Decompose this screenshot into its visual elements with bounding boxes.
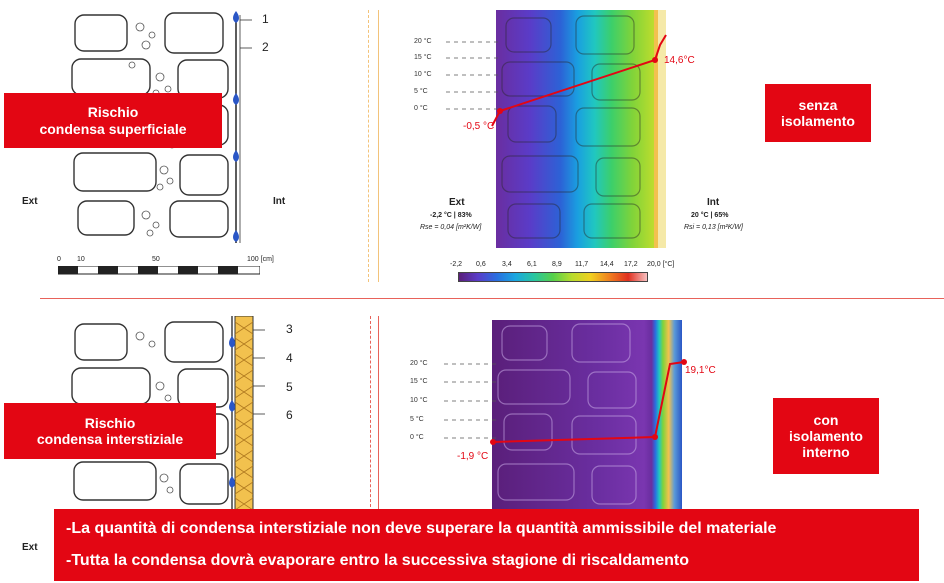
colorbar-tick-8: 20,0 [°C] <box>647 261 675 268</box>
scale-tick-100: 100 [cm] <box>247 256 274 263</box>
thermal-map-top <box>496 10 666 248</box>
divider-dashed-top-2 <box>378 10 379 282</box>
int-temp-bottom: 19,1°C <box>685 365 716 376</box>
ext-temp-bottom: -1,9 °C <box>457 451 489 462</box>
colorbar-tick-1: 0,6 <box>476 261 486 268</box>
temp-axis-bottom-10: 10 °C <box>410 397 428 404</box>
int-label-top: Int <box>273 196 286 207</box>
colorbar-tick-7: 17,2 <box>624 261 638 268</box>
scale-tick-50: 50 <box>152 256 160 263</box>
section-divider <box>40 298 944 299</box>
status-box-internal-insulation: con isolamento interno <box>773 398 879 474</box>
temp-axis-bottom-0: 0 °C <box>410 434 424 441</box>
colorbar-tick-3: 6,1 <box>527 261 537 268</box>
status-line2-bottom: isolamento <box>789 427 863 444</box>
colorbar-tick-6: 14,4 <box>600 261 614 268</box>
risk-label-line2: condensa superficiale <box>39 120 187 137</box>
thermo-ext-rs: Rse = 0,04 [m²K/W] <box>420 224 482 231</box>
colorbar-tick-0: -2,2 <box>450 261 463 268</box>
divider-dashed-bottom-2 <box>378 316 379 512</box>
temp-axis-bottom-5: 5 °C <box>410 416 424 423</box>
status-box-no-insulation: senza isolamento <box>765 84 871 142</box>
thermal-map-bottom <box>492 320 682 512</box>
thermo-int-rs: Rsi = 0,13 [m²K/W] <box>684 224 743 231</box>
scale-tick-10: 10 <box>77 256 85 263</box>
callout-3: 3 <box>286 322 293 336</box>
ext-label-bottom: Ext <box>22 542 38 553</box>
status-line3-bottom: interno <box>802 444 850 461</box>
colorbar-tick-5: 11,7 <box>575 261 589 268</box>
temp-axis-top-10: 10 °C <box>414 71 432 78</box>
scale-tick-0: 0 <box>57 256 61 263</box>
callout-1: 1 <box>262 12 269 26</box>
temp-axis-top-15: 15 °C <box>414 54 432 61</box>
scale-bar <box>58 266 260 276</box>
note-1: -La quantità di condensa interstiziale n… <box>66 520 777 537</box>
callout-4: 4 <box>286 351 293 365</box>
note-2: -Tutta la condensa dovrà evaporare entro… <box>66 552 690 569</box>
temp-axis-bottom-15: 15 °C <box>410 378 428 385</box>
risk-label-surface: Rischio condensa superficiale <box>4 93 222 148</box>
risk-label-line2-bottom: condensa interstiziale <box>36 431 184 447</box>
status-line1: senza <box>798 96 838 113</box>
divider-dashed-bottom-1 <box>370 316 371 512</box>
thermo-int-cond: 20 °C | 65% <box>691 212 729 219</box>
callout-6: 6 <box>286 408 293 422</box>
colorbar-tick-4: 8,9 <box>552 261 562 268</box>
status-line2: isolamento <box>781 113 855 129</box>
temp-axis-top-0: 0 °C <box>414 105 428 112</box>
risk-label-line1: Rischio <box>87 104 139 121</box>
callout-2: 2 <box>262 40 269 54</box>
colorbar-tick-2: 3,4 <box>502 261 512 268</box>
risk-label-interstitial: Rischio condensa interstiziale <box>4 403 216 459</box>
notes-banner: -La quantità di condensa interstiziale n… <box>54 509 919 581</box>
ext-temp-top: -0,5 °C <box>463 121 495 132</box>
ext-label-top: Ext <box>22 196 38 207</box>
thermo-ext-title: Ext <box>449 197 465 208</box>
thermo-int-title: Int <box>707 197 720 208</box>
callout-5: 5 <box>286 380 293 394</box>
thermo-ext-cond: -2,2 °C | 83% <box>430 212 472 219</box>
temp-axis-top-20: 20 °C <box>414 38 432 45</box>
risk-label-line1-bottom: Rischio <box>84 414 136 431</box>
int-temp-top: 14,6°C <box>664 55 695 66</box>
colorbar <box>458 272 648 282</box>
divider-dashed-top-1 <box>368 10 369 282</box>
status-line1-bottom: con <box>813 411 839 428</box>
temp-axis-top-5: 5 °C <box>414 88 428 95</box>
temp-axis-bottom-20: 20 °C <box>410 360 428 367</box>
